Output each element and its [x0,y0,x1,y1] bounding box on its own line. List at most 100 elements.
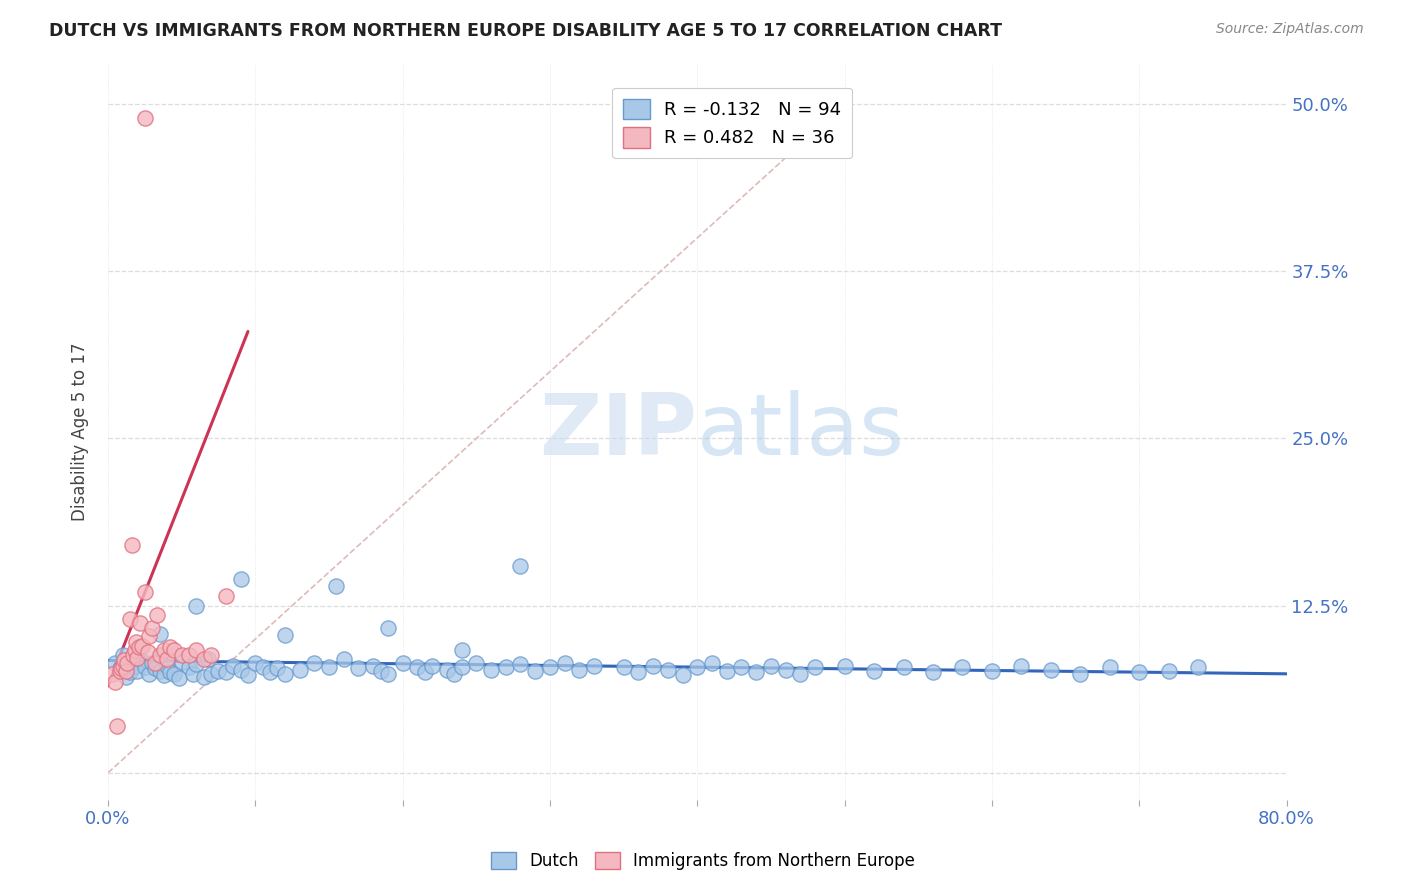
Point [657,663,679,677]
Point [108,664,131,678]
Point [207,664,229,678]
Point [952,660,974,674]
Point [105,719,128,733]
Point [215,589,238,603]
Point [153,668,176,682]
Point [1069,666,1091,681]
Point [1010,658,1032,673]
Point [163,642,186,657]
Y-axis label: Disability Age 5 to 17: Disability Age 5 to 17 [72,343,89,521]
Point [148,626,170,640]
Point [554,656,576,670]
Point [136,645,159,659]
Point [406,660,429,674]
Point [177,648,200,662]
Point [686,660,709,674]
Point [111,648,134,662]
Point [391,656,413,670]
Point [141,621,163,635]
Point [245,656,267,670]
Point [443,666,465,681]
Point [1098,660,1121,674]
Point [114,669,136,683]
Point [134,660,156,674]
Point [156,652,179,666]
Point [121,538,143,552]
Point [128,640,150,654]
Point [347,661,370,675]
Point [124,658,146,673]
Point [524,664,547,678]
Point [127,664,149,678]
Point [186,657,208,672]
Point [863,664,886,678]
Point [288,663,311,677]
Point [193,669,215,683]
Point [101,666,124,681]
Point [129,652,152,666]
Point [236,668,259,682]
Text: Source: ZipAtlas.com: Source: ZipAtlas.com [1216,22,1364,37]
Point [124,642,146,657]
Point [804,660,827,674]
Point [671,668,693,682]
Point [183,666,205,681]
Point [1128,665,1150,680]
Point [1187,660,1209,674]
Point [420,658,443,673]
Point [215,665,238,680]
Point [304,656,326,670]
Point [318,660,340,674]
Point [229,663,252,677]
Point [745,665,768,680]
Point [159,665,181,680]
Point [110,661,132,675]
Point [370,664,392,678]
Point [495,660,517,674]
Point [148,664,170,678]
Point [465,656,488,670]
Point [377,621,399,635]
Point [981,664,1004,678]
Point [177,660,200,674]
Point [252,660,274,674]
Point [143,661,166,675]
Point [122,648,145,662]
Point [193,652,215,666]
Point [259,665,281,680]
Point [922,665,945,680]
Point [893,660,915,674]
Point [450,660,472,674]
Point [114,664,136,678]
Point [143,656,166,670]
Point [436,663,458,677]
Point [148,648,170,662]
Point [266,661,288,675]
Point [112,653,135,667]
Point [222,658,245,673]
Point [413,665,436,680]
Point [325,578,347,592]
Point [108,661,131,675]
Point [134,111,156,125]
Legend: Dutch, Immigrants from Northern Europe: Dutch, Immigrants from Northern Europe [484,845,922,877]
Point [583,658,606,673]
Point [170,655,193,669]
Point [229,572,252,586]
Point [538,660,561,674]
Point [789,666,811,681]
Point [377,666,399,681]
Point [104,656,127,670]
Point [125,634,148,648]
Point [167,671,190,685]
Point [156,658,179,673]
Point [186,642,208,657]
Point [138,666,160,681]
Point [759,658,782,673]
Point [509,558,531,573]
Point [509,657,531,672]
Legend: R = -0.132   N = 94, R = 0.482   N = 36: R = -0.132 N = 94, R = 0.482 N = 36 [612,87,852,159]
Point [568,663,591,677]
Point [361,658,384,673]
Point [197,652,219,666]
